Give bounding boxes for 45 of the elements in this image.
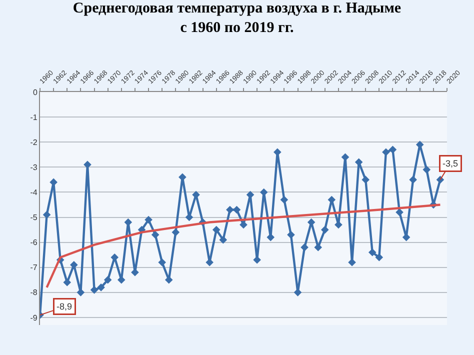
point <box>388 146 397 154</box>
point <box>422 166 431 174</box>
point <box>63 278 72 286</box>
line-series <box>46 204 442 289</box>
y-tick-label: -9 <box>30 313 38 322</box>
point <box>294 288 302 296</box>
y-tick-label: -1 <box>30 112 38 122</box>
point <box>118 276 126 284</box>
annotation: -8,9 <box>56 302 72 312</box>
y-tick-label: -2 <box>30 138 38 147</box>
y-tick-label: -6 <box>30 238 38 248</box>
point <box>409 176 417 184</box>
point <box>212 226 220 234</box>
point <box>42 210 51 219</box>
point <box>375 253 384 262</box>
annotation: -3,5 <box>442 158 458 168</box>
point <box>151 230 160 239</box>
point <box>226 206 234 214</box>
point <box>97 284 105 292</box>
point <box>158 258 166 266</box>
point <box>382 148 390 156</box>
point <box>368 248 376 256</box>
point <box>280 196 288 204</box>
y-tick-label: -3 <box>30 162 38 172</box>
y-tick-label: -7 <box>30 263 38 272</box>
point <box>287 230 295 239</box>
point <box>76 288 85 296</box>
point <box>104 276 112 284</box>
point <box>362 176 370 184</box>
point <box>314 243 322 252</box>
point <box>219 236 228 244</box>
point <box>396 208 404 216</box>
point <box>300 243 308 252</box>
point <box>144 216 152 224</box>
point <box>90 286 98 294</box>
y-tick-label: -8 <box>30 288 38 298</box>
point <box>164 276 173 284</box>
point <box>232 206 241 214</box>
point <box>172 228 180 236</box>
y-tick-label: 0 <box>32 88 38 97</box>
point <box>240 220 248 229</box>
chart-title: Среднегодовая температура воздуха в г. Надыме с 1960 по 2019 гг. <box>72 0 402 36</box>
y-tick-label: -5 <box>30 213 38 222</box>
point <box>321 226 329 234</box>
y-tick-label: -4 <box>30 188 38 198</box>
